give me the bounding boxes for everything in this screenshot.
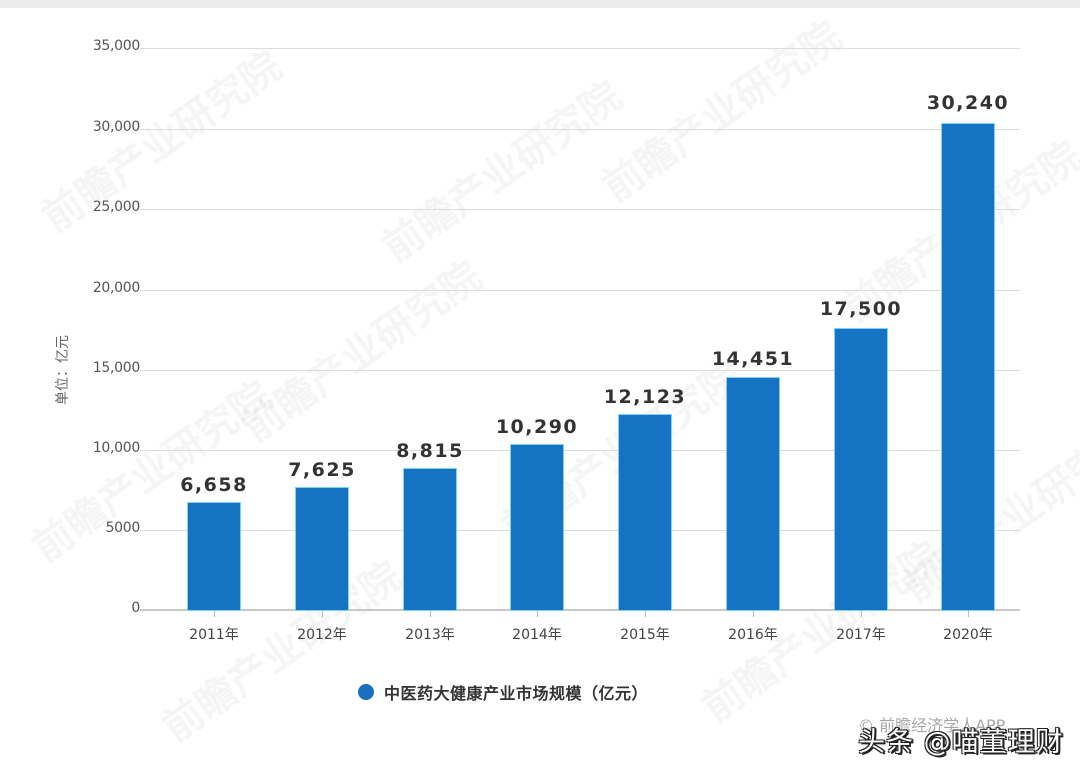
bar-2011 bbox=[188, 503, 240, 610]
gridline-15000 bbox=[140, 370, 1020, 371]
bar-2016 bbox=[727, 378, 779, 610]
y-tick-label: 15,000 bbox=[92, 360, 140, 376]
y-tick-label: 5000 bbox=[105, 520, 141, 536]
gridline-5000 bbox=[140, 530, 1020, 531]
x-tick-mark bbox=[537, 611, 538, 617]
bar-2012 bbox=[296, 488, 348, 610]
bar-2015 bbox=[619, 415, 671, 610]
top-band bbox=[0, 0, 1080, 8]
x-tick-label: 2017年 bbox=[836, 627, 886, 643]
legend-label: 中医药大健康产业市场规模（亿元） bbox=[384, 684, 649, 703]
gridline-10000 bbox=[140, 450, 1020, 451]
gridline-25000 bbox=[140, 209, 1020, 210]
author-credit-watermark: 头条 @喵董理财 bbox=[858, 727, 1064, 758]
y-tick-label: 25,000 bbox=[92, 199, 140, 215]
bar-2017 bbox=[835, 329, 887, 610]
bar-2020 bbox=[942, 124, 994, 610]
bar-value-label: 8,815 bbox=[396, 440, 464, 462]
gridline-20000 bbox=[140, 290, 1020, 291]
watermark: 前瞻产业研究院 bbox=[374, 73, 631, 272]
x-tick-label: 2014年 bbox=[512, 627, 562, 643]
x-tick-label: 2015年 bbox=[620, 627, 670, 643]
bar-value-label: 10,290 bbox=[495, 416, 579, 438]
y-tick-label: 10,000 bbox=[92, 440, 140, 456]
x-axis-line bbox=[140, 609, 1020, 611]
y-axis-title: 单位：亿元 bbox=[55, 335, 71, 405]
y-tick-label: 0 bbox=[131, 600, 140, 616]
y-tick-label: 35,000 bbox=[92, 38, 140, 54]
bar-2014 bbox=[511, 445, 563, 610]
bar-value-label: 12,123 bbox=[603, 386, 687, 408]
legend-marker-icon bbox=[358, 684, 374, 700]
gridline-35000 bbox=[140, 48, 1020, 49]
watermark: 前瞻产业研究院 bbox=[594, 13, 851, 212]
x-tick-mark bbox=[214, 611, 215, 617]
x-tick-label: 2013年 bbox=[405, 627, 455, 643]
bar-2013 bbox=[404, 469, 456, 610]
bar-value-label: 7,625 bbox=[288, 459, 356, 481]
x-tick-mark bbox=[322, 611, 323, 617]
x-tick-label: 2016年 bbox=[728, 627, 778, 643]
x-tick-mark bbox=[968, 611, 969, 617]
y-tick-label: 20,000 bbox=[92, 280, 140, 296]
bar-value-label: 30,240 bbox=[926, 92, 1010, 114]
bar-value-label: 17,500 bbox=[819, 298, 903, 320]
x-tick-mark bbox=[861, 611, 862, 617]
bar-value-label: 6,658 bbox=[180, 474, 248, 496]
chart-legend[interactable]: 中医药大健康产业市场规模（亿元） bbox=[358, 680, 648, 704]
y-tick-label: 30,000 bbox=[92, 119, 140, 135]
watermark: 前瞻产业研究院 bbox=[234, 253, 491, 452]
x-tick-label: 2020年 bbox=[943, 627, 993, 643]
x-tick-mark bbox=[430, 611, 431, 617]
gridline-30000 bbox=[140, 129, 1020, 130]
bar-value-label: 14,451 bbox=[711, 348, 795, 370]
source-attribution: © 前瞻经济学人APP bbox=[858, 716, 1006, 735]
x-tick-label: 2011年 bbox=[189, 627, 239, 643]
x-tick-mark bbox=[645, 611, 646, 617]
x-tick-mark bbox=[753, 611, 754, 617]
x-tick-label: 2012年 bbox=[297, 627, 347, 643]
